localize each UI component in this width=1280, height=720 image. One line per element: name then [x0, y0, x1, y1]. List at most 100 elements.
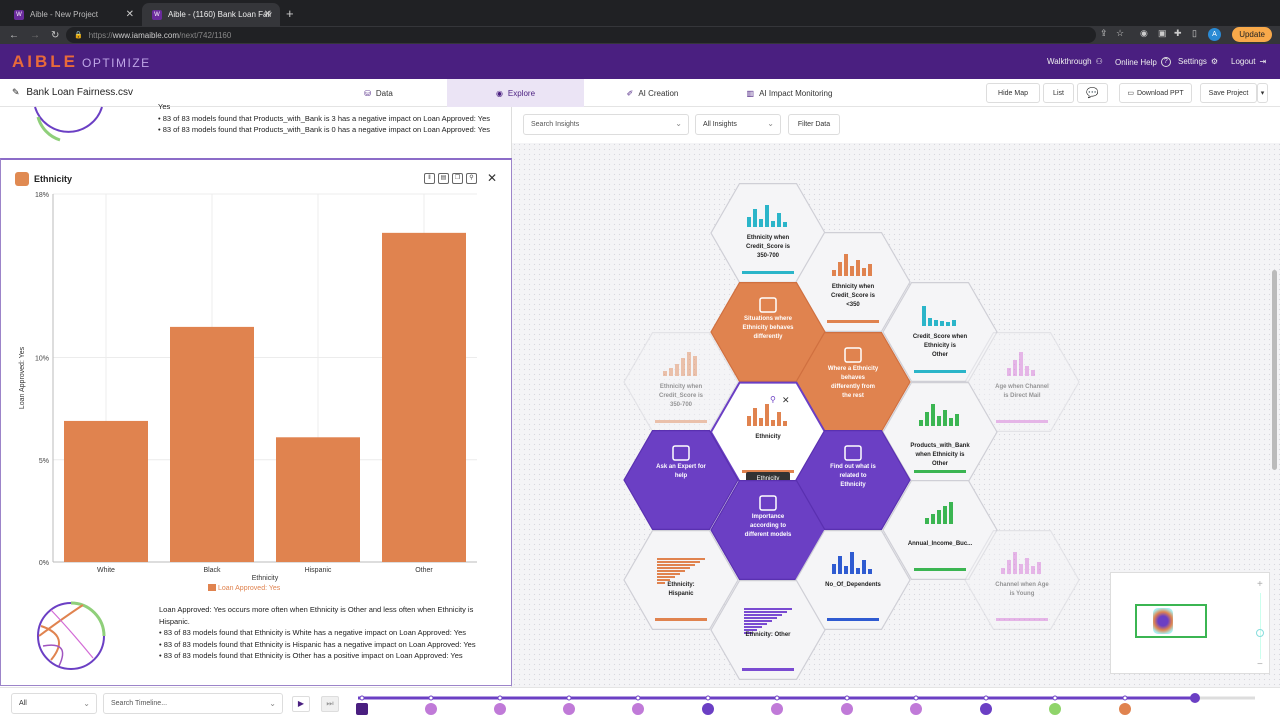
list-button[interactable]: List [1043, 83, 1074, 103]
tab-data[interactable]: ⛁ Data [310, 79, 447, 107]
hex-shape[interactable] [882, 480, 998, 580]
ethnicity-insight-card[interactable]: Ethnicity ‖ ▤ ❐ ⚲ ✕ 0% 5% 10% 18% White Black… [0, 158, 512, 686]
puzzle-icon[interactable]: ✚ [1174, 28, 1182, 38]
close-tab-icon[interactable]: ✕ [263, 9, 272, 20]
timeline-tick[interactable] [913, 695, 919, 701]
online-help-link[interactable]: Online Help ? [1115, 57, 1171, 67]
copy-icon[interactable]: ❐ [452, 173, 463, 184]
bar-hispanic[interactable] [276, 437, 360, 562]
timeline-tick[interactable] [1122, 695, 1128, 701]
hex-shape[interactable] [710, 580, 826, 681]
timeline-tick[interactable] [497, 695, 503, 701]
close-icon[interactable]: ✕ [782, 395, 790, 405]
settings-link[interactable]: Settings ⚙ [1178, 57, 1218, 66]
hex-shape[interactable] [623, 530, 739, 630]
hex-tile[interactable]: Where a Ethnicity behaves differently from… [795, 332, 911, 432]
hex-shape[interactable] [964, 530, 1080, 630]
minimap-viewport[interactable] [1135, 604, 1207, 638]
filter-data-button[interactable]: Filter Data [788, 114, 840, 135]
timeline-step-icon[interactable] [425, 703, 437, 715]
timeline-step-icon[interactable] [910, 703, 922, 715]
timeline-filter-select[interactable]: All ⌄ [11, 693, 97, 714]
timeline-tick[interactable] [566, 695, 572, 701]
browser-tab-bank-loan[interactable]: W Aible - (1160) Bank Loan Fairne ✕ [142, 3, 280, 26]
zoom-slider-track[interactable] [1260, 593, 1261, 659]
timeline-tick[interactable] [359, 695, 365, 701]
hex-tile[interactable]: Ethnicity when Credit_Score is <350 [795, 231, 911, 332]
save-project-button[interactable]: Save Project [1200, 83, 1257, 103]
bar-white[interactable] [64, 420, 148, 562]
timeline-tick[interactable] [774, 695, 780, 701]
timeline-tick[interactable] [705, 695, 711, 701]
zoom-slider-handle[interactable] [1256, 629, 1264, 637]
hide-map-button[interactable]: Hide Map [986, 83, 1040, 103]
hex-tile[interactable]: No_Of_Dependents [795, 530, 911, 630]
forward-icon[interactable]: → [30, 29, 40, 41]
timeline-handle[interactable] [1190, 693, 1200, 703]
reload-icon[interactable]: ↻ [51, 29, 60, 41]
skip-end-button[interactable]: ⏭ [321, 696, 339, 712]
timeline-tick[interactable] [635, 695, 641, 701]
hex-tile[interactable]: Credit_Score when Ethnicity is Other [882, 282, 998, 382]
hex-shape[interactable] [882, 282, 998, 382]
sidebar-icon[interactable]: ▯ [1192, 28, 1197, 38]
share-icon[interactable]: ⇪ [1100, 28, 1108, 38]
bar-other[interactable] [382, 232, 466, 562]
search-insights-input[interactable]: Search Insights ⌄ [523, 114, 689, 135]
update-button[interactable]: Update [1232, 27, 1272, 42]
timeline-step-icon[interactable] [771, 703, 783, 715]
chat-button[interactable]: 💬 [1077, 83, 1108, 103]
search-timeline-input[interactable]: Search Timeline... ⌄ [103, 693, 283, 714]
hex-tile[interactable]: Annual_Income_Buc... [882, 480, 998, 580]
comment-icon[interactable]: ▤ [438, 173, 449, 184]
tab-ai-impact-monitoring[interactable]: ▥ AI Impact Monitoring [721, 79, 858, 107]
address-bar[interactable]: 🔒 https:// www.iamaible.com /next/742/11… [66, 27, 1096, 43]
hex-tile[interactable]: Ethnicity when Credit_Score is 350-700 [623, 332, 739, 432]
timeline-tick[interactable] [428, 695, 434, 701]
extension-icon[interactable]: ▣ [1158, 28, 1167, 38]
bar-black[interactable] [170, 326, 254, 562]
pause-icon[interactable]: ‖ [424, 173, 435, 184]
new-tab-icon[interactable]: + [286, 6, 294, 21]
timeline-tick[interactable] [1052, 695, 1058, 701]
play-button[interactable]: ▶ [292, 696, 310, 712]
tab-explore[interactable]: ◉ Explore [447, 79, 584, 107]
project-title[interactable]: ✎ Bank Loan Fairness.csv [12, 87, 133, 98]
map-scrollbar[interactable] [1272, 270, 1277, 470]
hex-tile[interactable]: Ethnicity: Other [710, 580, 826, 681]
hex-tile[interactable]: Ethnicity: Hispanic [623, 530, 739, 630]
aible-logo[interactable]: AIBLE OPTIMIZE [12, 52, 151, 72]
timeline-step-icon[interactable] [494, 703, 506, 715]
hex-tile[interactable]: Channel when Age is Young [964, 530, 1080, 630]
timeline-tick[interactable] [844, 695, 850, 701]
walkthrough-link[interactable]: Walkthrough ⚇ [1047, 57, 1103, 66]
zoom-out-icon[interactable]: − [1257, 659, 1263, 670]
timeline-tick[interactable] [983, 695, 989, 701]
extension-icon[interactable]: ◉ [1140, 28, 1148, 38]
minimap[interactable]: + − [1110, 572, 1270, 674]
timeline-step-icon[interactable] [356, 703, 368, 715]
hex-tile[interactable]: Ethnicity when Credit_Score is 350-700 [710, 182, 826, 283]
close-tab-icon[interactable]: ✕ [125, 9, 134, 20]
hex-tile[interactable]: Ask an Expert for help [623, 430, 739, 530]
timeline-track[interactable] [350, 690, 1260, 720]
timeline-step-icon[interactable] [563, 703, 575, 715]
back-icon[interactable]: ← [9, 29, 19, 41]
insight-filter-select[interactable]: All Insights ⌄ [695, 114, 781, 135]
close-card-icon[interactable]: ✕ [486, 171, 497, 185]
bookmark-star-icon[interactable]: ☆ [1116, 28, 1125, 38]
timeline-step-icon[interactable] [980, 703, 992, 715]
browser-tab-new-project[interactable]: W Aible - New Project ✕ [4, 3, 142, 26]
save-options-dropdown[interactable]: ▾ [1257, 83, 1268, 103]
timeline-step-icon[interactable] [841, 703, 853, 715]
timeline-step-icon[interactable] [1049, 703, 1061, 715]
zoom-in-icon[interactable]: + [1257, 579, 1263, 590]
pin-icon[interactable]: ⚲ [770, 395, 776, 404]
timeline-step-icon[interactable] [1119, 703, 1131, 715]
insight-map[interactable]: Search Insights ⌄ All Insights ⌄ Filter … [512, 107, 1280, 687]
tab-ai-creation[interactable]: ✐ AI Creation [584, 79, 721, 107]
download-ppt-button[interactable]: ▭ Download PPT [1119, 83, 1192, 103]
pin-icon[interactable]: ⚲ [466, 173, 477, 184]
profile-avatar[interactable]: A [1208, 28, 1221, 41]
